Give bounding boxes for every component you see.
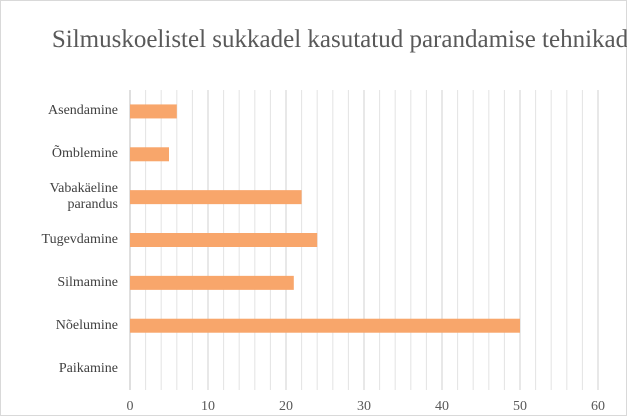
y-tick-label: Asendamine	[48, 103, 118, 119]
x-tick-label: 50	[513, 399, 527, 414]
y-tick-label: Vabakäeline parandus	[49, 181, 118, 213]
bar	[130, 318, 520, 333]
y-tick-label: Paikamine	[58, 360, 118, 376]
x-tick-label: 10	[201, 399, 215, 414]
y-tick-label: Tugevdamine	[41, 232, 118, 247]
bar	[130, 147, 169, 162]
x-tick-label: 60	[591, 399, 605, 414]
x-tick-label: 30	[357, 399, 371, 414]
bar	[130, 104, 177, 119]
y-tick-label: Silmamine	[57, 274, 118, 290]
bar	[130, 190, 302, 205]
x-tick-label: 40	[435, 399, 449, 414]
y-tick-label: Õmblemine	[51, 146, 118, 162]
y-tick-label: Nõelumine	[55, 317, 118, 333]
bar	[130, 275, 294, 290]
chart-title: Silmuskoelistel sukkadel kasutatud paran…	[51, 26, 627, 53]
x-tick-label: 20	[279, 399, 293, 414]
bar	[130, 233, 318, 247]
x-tick-label: 0	[127, 399, 134, 414]
